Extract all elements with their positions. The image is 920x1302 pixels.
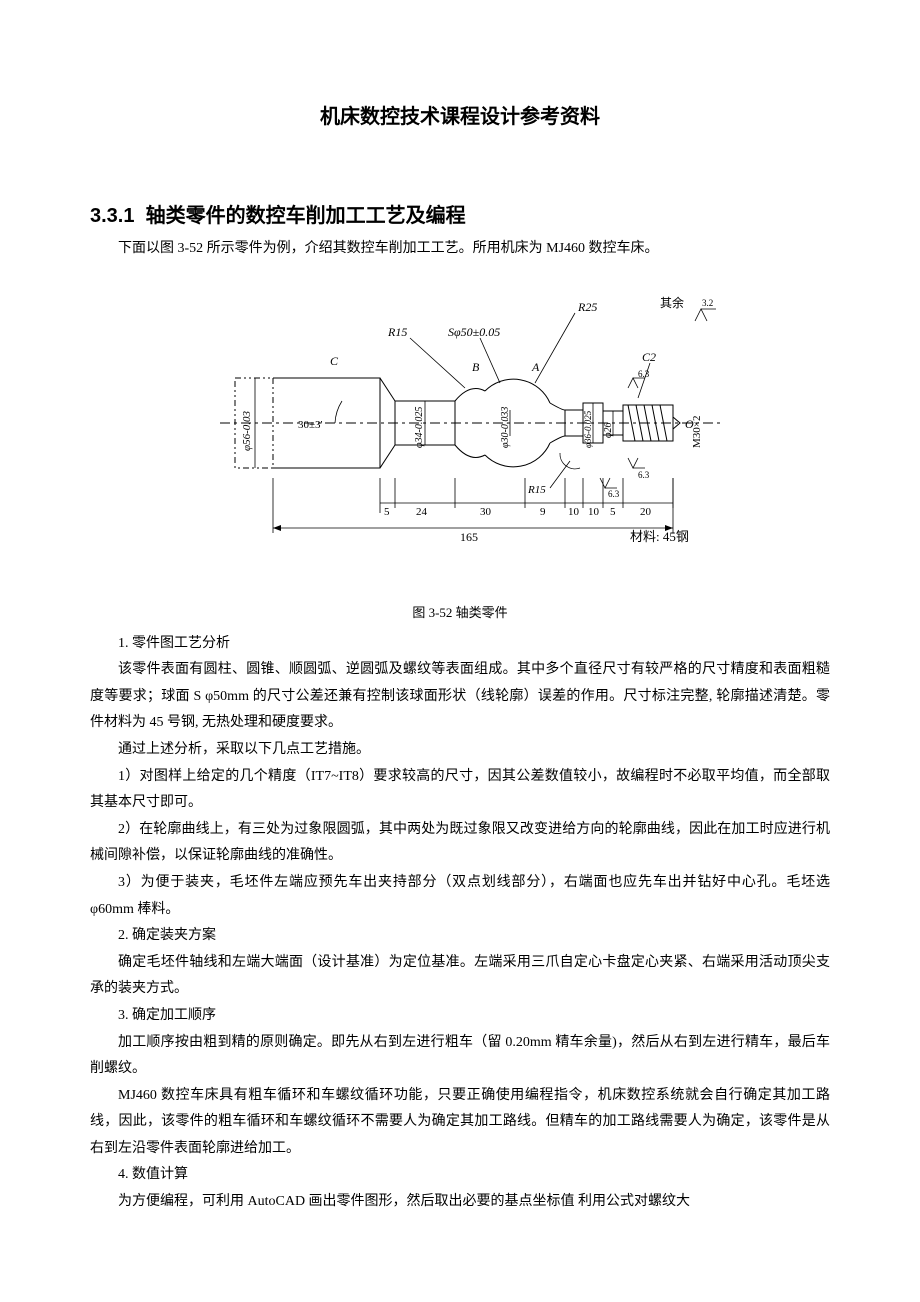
paragraph-3b: MJ460 数控车床具有粗车循环和车螺纹循环功能，只要正确使用编程指令，机床数控… xyxy=(90,1083,830,1163)
label-sphi: Sφ50±0.05 xyxy=(448,325,500,339)
label-m30: M30×2 xyxy=(691,415,703,447)
subheading-4: 4. 数值计算 xyxy=(90,1162,830,1189)
technical-drawing: 其余 3.2 R25 R15 Sφ50±0.05 C B A C2 O 30±3… xyxy=(180,283,740,563)
label-A: A xyxy=(531,360,540,374)
label-C: C xyxy=(330,354,339,368)
label-angle: 30±3' xyxy=(298,419,323,431)
label-r25: R25 xyxy=(577,300,597,314)
label-d26: φ26 xyxy=(603,422,614,438)
label-material: 材料: 45钢 xyxy=(630,529,689,544)
label-B: B xyxy=(472,360,480,374)
section-title: 轴类零件的数控车削加工工艺及编程 xyxy=(146,205,466,227)
label-d30a: φ30-0.033 xyxy=(500,406,511,447)
page-title: 机床数控技术课程设计参考资料 xyxy=(90,100,830,129)
subheading-1: 1. 零件图工艺分析 xyxy=(90,631,830,658)
label-r15b: R15 xyxy=(527,484,546,496)
paragraph-3a: 加工顺序按由粗到精的原则确定。即先从右到左进行粗车（留 0.20mm 精车余量)… xyxy=(90,1030,830,1083)
label-ra-c: 6.3 xyxy=(608,489,620,499)
intro-paragraph: 下面以图 3-52 所示零件为例，介绍其数控车削加工工艺。所用机床为 MJ460… xyxy=(90,236,830,263)
paragraph-2: 确定毛坯件轴线和左端大端面（设计基准）为定位基准。左端采用三爪自定心卡盘定心夹紧… xyxy=(90,950,830,1003)
label-d36: φ36-0.025 xyxy=(583,410,593,448)
dim-20: 20 xyxy=(640,506,652,518)
label-d56: φ56-0.03 xyxy=(241,410,253,450)
dim-5b: 5 xyxy=(610,506,616,518)
dim-10b: 10 xyxy=(588,506,600,518)
paragraph-4: 为方便编程，可利用 AutoCAD 画出零件图形，然后取出必要的基点坐标值 利用… xyxy=(90,1189,830,1216)
figure-caption: 图 3-52 轴类零件 xyxy=(90,602,830,621)
paragraph-1e: 3）为便于装夹，毛坯件左端应预先车出夹持部分（双点划线部分），右端面也应先车出并… xyxy=(90,870,830,923)
paragraph-1d: 2）在轮廓曲线上，有三处为过象限圆弧，其中两处为既过象限又改变进给方向的轮廓曲线… xyxy=(90,817,830,870)
label-C2: C2 xyxy=(642,350,656,364)
figure-container: 其余 3.2 R25 R15 Sφ50±0.05 C B A C2 O 30±3… xyxy=(90,283,830,568)
section-number: 3.3.1 xyxy=(90,205,134,227)
label-surplus: 其余 xyxy=(660,295,684,310)
section-heading: 3.3.1 轴类零件的数控车削加工工艺及编程 xyxy=(90,199,830,228)
subheading-3: 3. 确定加工顺序 xyxy=(90,1003,830,1030)
paragraph-1a: 该零件表面有圆柱、圆锥、顺圆弧、逆圆弧及螺纹等表面组成。其中多个直径尺寸有较严格… xyxy=(90,657,830,737)
paragraph-1b: 通过上述分析，采取以下几点工艺措施。 xyxy=(90,737,830,764)
label-ra-a: 6.3 xyxy=(638,369,650,379)
dim-165: 165 xyxy=(460,530,478,544)
dim-10a: 10 xyxy=(568,506,580,518)
dim-30: 30 xyxy=(480,506,492,518)
paragraph-1c: 1）对图样上给定的几个精度（IT7~IT8）要求较高的尺寸，因其公差数值较小，故… xyxy=(90,764,830,817)
label-r15a: R15 xyxy=(387,325,407,339)
dim-5a: 5 xyxy=(384,506,390,518)
label-surplus-val: 3.2 xyxy=(702,298,713,308)
label-ra-b: 6.3 xyxy=(638,470,650,480)
dim-9: 9 xyxy=(540,506,546,518)
label-d34: φ34-0.025 xyxy=(414,406,425,447)
subheading-2: 2. 确定装夹方案 xyxy=(90,923,830,950)
dim-24: 24 xyxy=(416,506,428,518)
